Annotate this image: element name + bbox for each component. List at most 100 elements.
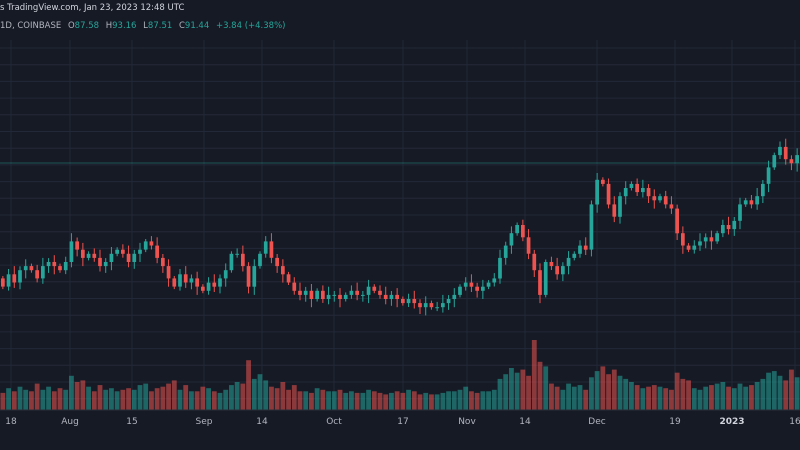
volume-bar — [754, 382, 760, 410]
volume-bar — [451, 391, 457, 410]
candle-body — [738, 204, 742, 221]
candle-body — [298, 290, 302, 295]
volume-bar — [651, 385, 657, 410]
high-label: H — [105, 21, 113, 31]
candle-body — [361, 294, 365, 296]
candle-body — [389, 294, 394, 299]
x-tick-label: Oct — [326, 417, 342, 427]
volume-bar — [389, 392, 394, 410]
candle-body — [663, 196, 668, 205]
volume-bar — [286, 389, 291, 410]
volume-bar — [531, 340, 537, 410]
candle-body — [481, 286, 485, 291]
candle-body — [601, 179, 605, 184]
candle-body — [549, 262, 554, 267]
candle-body — [572, 253, 577, 258]
volume-bar — [417, 394, 423, 410]
candle-body — [726, 225, 731, 230]
volume-bar — [406, 389, 411, 410]
candle-body — [595, 179, 599, 205]
volume-bar — [97, 385, 103, 410]
volume-bar — [263, 380, 269, 410]
candle-body — [109, 253, 114, 262]
x-tick-label: 14 — [519, 417, 531, 427]
volume-bar — [629, 382, 634, 410]
candle-body — [583, 245, 588, 250]
volume-bar — [120, 389, 126, 410]
volume-bar — [366, 389, 371, 410]
volume-bar — [103, 389, 109, 410]
candle-body — [132, 253, 137, 262]
volume-bar — [674, 372, 680, 410]
volume-bar — [509, 368, 514, 410]
candle-body — [309, 290, 314, 299]
candle-body — [469, 282, 474, 287]
volume-bar — [423, 392, 429, 410]
volume-bar — [257, 374, 263, 410]
candle-body — [703, 237, 708, 242]
high-value: 93.16 — [112, 21, 137, 31]
volume-bar — [251, 378, 257, 410]
candle-body — [229, 253, 234, 271]
volume-bar — [680, 378, 686, 410]
candle-body — [669, 204, 674, 209]
candle-body — [18, 270, 22, 283]
volume-bar — [440, 392, 446, 410]
volume-bar — [29, 391, 34, 410]
candle-body — [749, 200, 754, 205]
volume-bar — [594, 371, 600, 410]
candle-body — [269, 241, 274, 258]
candle-body — [675, 208, 679, 234]
x-tick-label: Sep — [196, 417, 213, 427]
volume-bar — [131, 389, 137, 410]
volume-bar — [86, 386, 91, 410]
candle-body — [755, 196, 759, 205]
volume-bar — [171, 380, 177, 410]
candle-body — [778, 146, 782, 156]
volume-bar — [34, 383, 40, 410]
close-value: 91.44 — [184, 21, 210, 31]
candle-body — [521, 225, 525, 238]
volume-bar — [63, 389, 69, 410]
volume-bar — [349, 391, 354, 410]
volume-bar — [646, 386, 651, 410]
volume-bar — [446, 391, 451, 410]
volume-bar — [703, 386, 709, 410]
candle-body — [115, 249, 119, 254]
volume-bar — [126, 388, 131, 410]
volume-bar — [337, 389, 343, 410]
candle-body — [458, 286, 462, 295]
candle-body — [509, 233, 514, 246]
candle-body — [172, 278, 177, 287]
x-tick-label: 19 — [669, 417, 681, 427]
volume-bar — [377, 392, 383, 410]
grid-lines — [0, 40, 800, 410]
volume-bar — [223, 389, 229, 410]
x-tick-label: 16 — [789, 417, 800, 427]
volume-bar — [503, 374, 509, 410]
candle-body — [332, 294, 337, 296]
volume-bar — [229, 385, 234, 410]
volume-bar — [486, 391, 491, 410]
open-value: 87.58 — [74, 21, 100, 31]
candle-body — [275, 257, 279, 267]
candle-body — [463, 282, 468, 287]
volume-bar — [766, 372, 771, 410]
volume-bar — [326, 391, 331, 410]
x-tick-label: 17 — [397, 417, 408, 427]
candle-body — [206, 282, 211, 291]
x-tick-label: Nov — [458, 417, 476, 427]
volume-bar — [497, 378, 503, 410]
volume-bar — [771, 371, 777, 410]
volume-bar — [154, 388, 160, 410]
volume-bar — [709, 385, 714, 410]
volume-bar — [217, 392, 223, 410]
candle-body — [29, 266, 34, 271]
candle-body — [326, 294, 331, 299]
candle-body — [589, 204, 594, 250]
candle-body — [338, 294, 342, 299]
candle-body — [423, 303, 428, 308]
candle-body — [612, 204, 617, 217]
